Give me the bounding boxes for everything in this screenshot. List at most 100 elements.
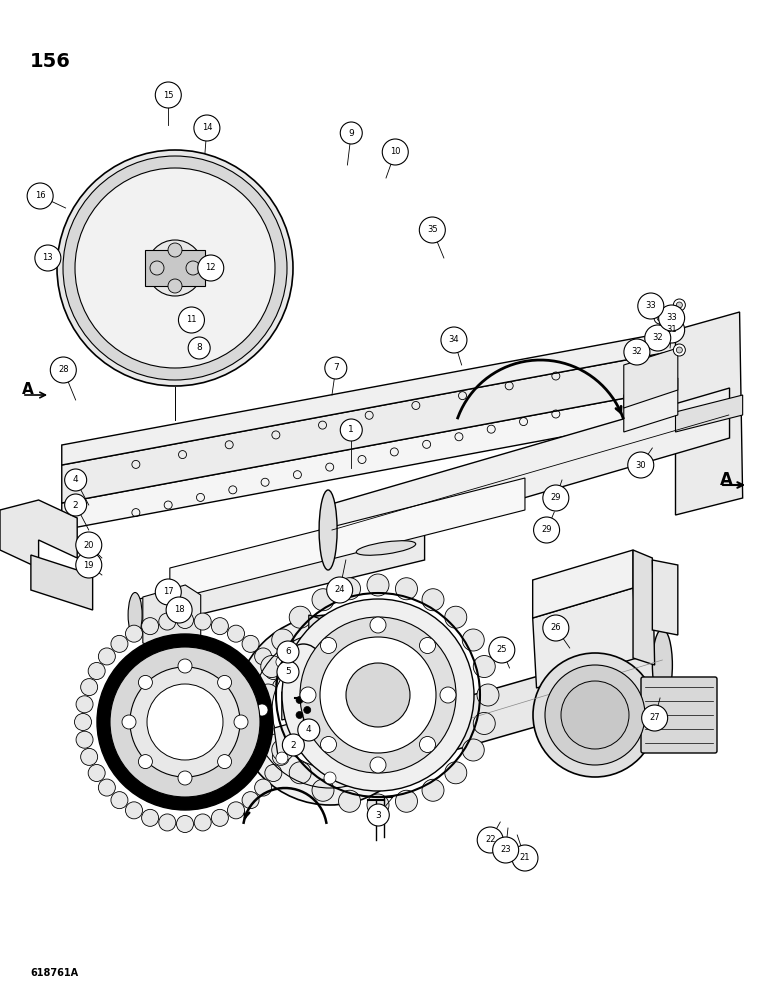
Circle shape (80, 679, 97, 696)
Text: 32: 32 (631, 348, 642, 357)
Circle shape (462, 629, 484, 651)
Circle shape (273, 748, 290, 765)
Text: 618761A: 618761A (30, 968, 78, 978)
Circle shape (298, 719, 320, 741)
Circle shape (440, 687, 456, 703)
Circle shape (50, 357, 76, 383)
Circle shape (367, 794, 389, 816)
Circle shape (228, 625, 245, 642)
Text: 12: 12 (205, 263, 216, 272)
Circle shape (545, 665, 645, 765)
Circle shape (242, 635, 259, 652)
Circle shape (276, 752, 288, 764)
Ellipse shape (319, 490, 337, 570)
Circle shape (300, 687, 316, 703)
Circle shape (195, 814, 212, 831)
Text: 33: 33 (645, 302, 656, 310)
Text: 35: 35 (427, 226, 438, 234)
Polygon shape (533, 588, 637, 688)
Ellipse shape (405, 703, 421, 771)
Circle shape (159, 814, 176, 831)
Text: 34: 34 (449, 336, 459, 344)
Circle shape (63, 156, 287, 380)
Text: 27: 27 (649, 714, 660, 722)
Polygon shape (624, 378, 678, 432)
Circle shape (395, 578, 418, 600)
Circle shape (277, 731, 294, 748)
Circle shape (98, 648, 115, 665)
Circle shape (543, 485, 569, 511)
Polygon shape (143, 585, 201, 655)
Circle shape (422, 589, 444, 611)
Circle shape (155, 579, 181, 605)
Text: 17: 17 (163, 587, 174, 596)
Circle shape (312, 779, 334, 801)
Circle shape (659, 305, 685, 331)
Text: 1: 1 (348, 426, 354, 434)
Circle shape (65, 469, 86, 491)
Text: 156: 156 (30, 52, 71, 71)
Circle shape (561, 681, 629, 749)
Text: 15: 15 (163, 91, 174, 100)
Circle shape (87, 180, 263, 356)
Ellipse shape (128, 592, 142, 638)
Circle shape (130, 667, 240, 777)
Circle shape (320, 637, 436, 753)
Circle shape (272, 739, 293, 761)
Text: 4: 4 (73, 476, 79, 485)
Circle shape (234, 715, 248, 729)
Polygon shape (624, 348, 678, 408)
Circle shape (75, 714, 92, 730)
Circle shape (339, 578, 361, 600)
Circle shape (117, 210, 233, 326)
Circle shape (76, 532, 102, 558)
Circle shape (557, 627, 567, 637)
Circle shape (76, 731, 93, 748)
Circle shape (654, 329, 666, 341)
Circle shape (676, 302, 682, 308)
Circle shape (111, 792, 128, 809)
Circle shape (533, 653, 657, 777)
Circle shape (110, 647, 260, 797)
Circle shape (392, 704, 404, 716)
Circle shape (320, 736, 337, 752)
Circle shape (88, 662, 105, 680)
Circle shape (126, 625, 143, 642)
Polygon shape (31, 555, 93, 610)
Circle shape (273, 679, 290, 696)
Circle shape (367, 574, 389, 596)
Circle shape (261, 712, 283, 734)
Circle shape (339, 790, 361, 812)
Polygon shape (652, 560, 678, 635)
Circle shape (235, 615, 425, 805)
Circle shape (255, 648, 272, 665)
Polygon shape (676, 395, 743, 432)
Circle shape (141, 809, 158, 826)
Text: 31: 31 (666, 326, 677, 334)
Polygon shape (62, 388, 679, 530)
Circle shape (628, 452, 654, 478)
Text: A: A (720, 471, 733, 489)
Circle shape (141, 618, 158, 635)
Circle shape (168, 279, 182, 293)
Polygon shape (135, 530, 425, 630)
Circle shape (242, 792, 259, 809)
Circle shape (261, 656, 283, 678)
Circle shape (462, 739, 484, 761)
Text: 33: 33 (666, 314, 677, 322)
Circle shape (194, 115, 220, 141)
Circle shape (676, 347, 682, 353)
Polygon shape (533, 550, 633, 618)
Text: 3: 3 (375, 810, 381, 820)
Text: 18: 18 (174, 605, 185, 614)
Circle shape (168, 243, 182, 257)
Polygon shape (676, 312, 743, 515)
Circle shape (346, 663, 410, 727)
Circle shape (473, 656, 496, 678)
Text: 9: 9 (348, 128, 354, 137)
Circle shape (290, 606, 311, 628)
Circle shape (422, 779, 444, 801)
Circle shape (126, 802, 143, 819)
Text: 19: 19 (83, 560, 94, 570)
Circle shape (65, 494, 86, 516)
